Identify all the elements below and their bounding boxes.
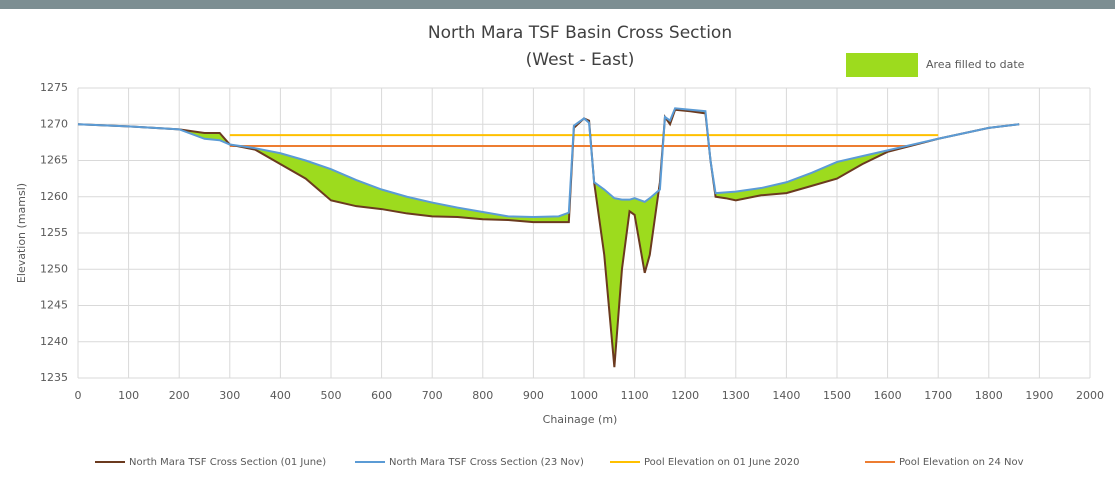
series-line — [77, 108, 1020, 368]
x-tick-label: 1100 — [621, 389, 649, 402]
y-tick-label: 1240 — [40, 335, 68, 348]
x-tick-label: 1000 — [570, 389, 598, 402]
x-tick-label: 1200 — [671, 389, 699, 402]
y-tick-label: 1265 — [40, 154, 68, 167]
x-tick-label: 2000 — [1076, 389, 1104, 402]
x-tick-label: 900 — [523, 389, 544, 402]
x-tick-label: 1300 — [722, 389, 750, 402]
series-line — [77, 107, 1020, 219]
x-tick-label: 0 — [75, 389, 82, 402]
y-tick-label: 1255 — [40, 226, 68, 239]
x-tick-label: 500 — [321, 389, 342, 402]
chart-subtitle: (West - East) — [526, 50, 635, 70]
x-tick-label: 1400 — [772, 389, 800, 402]
y-axis-label: Elevation (mamsl) — [15, 183, 28, 283]
y-tick-label: 1275 — [40, 81, 68, 94]
x-tick-label: 300 — [219, 389, 240, 402]
x-tick-label: 100 — [118, 389, 139, 402]
y-tick-label: 1260 — [40, 190, 68, 203]
legend-label: North Mara TSF Cross Section (01 June) — [129, 457, 326, 468]
legend-label: Pool Elevation on 24 Nov — [899, 457, 1024, 468]
fill-legend-swatch — [846, 53, 918, 77]
x-tick-label: 1900 — [1025, 389, 1053, 402]
x-tick-label: 600 — [371, 389, 392, 402]
y-tick-label: 1235 — [40, 371, 68, 384]
y-tick-label: 1250 — [40, 262, 68, 275]
x-axis-label: Chainage (m) — [543, 413, 618, 426]
x-tick-label: 1500 — [823, 389, 851, 402]
photo-strip — [0, 0, 1115, 9]
x-tick-label: 1800 — [975, 389, 1003, 402]
x-tick-label: 1600 — [874, 389, 902, 402]
filled-area — [78, 108, 1020, 368]
legend-label: Pool Elevation on 01 June 2020 — [644, 457, 799, 468]
chart-title: North Mara TSF Basin Cross Section — [428, 23, 732, 43]
x-tick-label: 800 — [472, 389, 493, 402]
legend-label: North Mara TSF Cross Section (23 Nov) — [389, 457, 584, 468]
y-tick-label: 1245 — [40, 299, 68, 312]
y-tick-label: 1270 — [40, 117, 68, 130]
x-tick-label: 700 — [422, 389, 443, 402]
x-tick-label: 200 — [169, 389, 190, 402]
x-tick-label: 400 — [270, 389, 291, 402]
fill-legend-label: Area filled to date — [926, 58, 1025, 71]
x-tick-label: 1700 — [924, 389, 952, 402]
